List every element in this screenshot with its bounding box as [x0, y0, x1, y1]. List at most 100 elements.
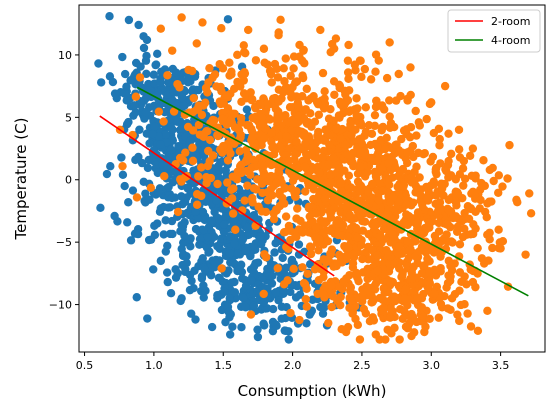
- scatter-point-series-0: [105, 12, 114, 21]
- scatter-point-series-1: [379, 303, 388, 313]
- scatter-point-series-1: [426, 181, 436, 190]
- scatter-point-series-0: [221, 317, 230, 327]
- scatter-point-series-1: [312, 209, 321, 218]
- scatter-point-series-0: [162, 268, 172, 277]
- scatter-point-series-1: [435, 134, 444, 144]
- scatter-point-series-1: [258, 188, 267, 198]
- scatter-point-series-0: [120, 89, 129, 98]
- scatter-point-series-1: [357, 240, 366, 250]
- scatter-point-series-1: [351, 270, 361, 279]
- scatter-point-series-0: [163, 277, 172, 287]
- scatter-point-series-1: [393, 249, 403, 258]
- scatter-point-series-1: [366, 75, 376, 84]
- scatter-point-series-1: [217, 264, 226, 273]
- scatter-point-series-0: [106, 162, 115, 171]
- scatter-point-series-0: [141, 189, 150, 198]
- scatter-point-series-0: [166, 145, 176, 155]
- scatter-point-series-0: [207, 216, 216, 225]
- scatter-point-series-0: [249, 210, 259, 220]
- scatter-point-series-1: [436, 252, 445, 261]
- scatter-point-series-0: [140, 114, 149, 123]
- scatter-point-series-1: [384, 211, 393, 220]
- scatter-point-series-1: [210, 70, 220, 79]
- scatter-point-series-1: [237, 97, 246, 106]
- scatter-point-series-1: [371, 102, 381, 112]
- scatter-point-series-1: [267, 128, 277, 138]
- scatter-point-series-1: [257, 207, 267, 216]
- scatter-point-series-1: [367, 129, 377, 139]
- scatter-point-series-1: [453, 189, 463, 199]
- scatter-point-series-1: [197, 110, 207, 120]
- scatter-point-series-1: [300, 162, 310, 172]
- scatter-point-series-1: [203, 161, 212, 171]
- scatter-point-series-1: [385, 313, 395, 322]
- scatter-point-series-1: [407, 274, 417, 283]
- scatter-point-series-1: [393, 182, 402, 191]
- scatter-point-series-1: [229, 84, 239, 93]
- scatter-point-series-1: [385, 96, 394, 105]
- scatter-point-series-1: [358, 254, 367, 264]
- scatter-point-series-0: [305, 310, 314, 319]
- scatter-point-series-0: [199, 293, 208, 302]
- x-axis-ticks: 0.5 1.0 1.5 2.0 2.5 3.0 3.5: [76, 352, 510, 372]
- scatter-point-series-1: [248, 95, 257, 104]
- scatter-point-series-1: [336, 134, 345, 143]
- scatter-point-series-1: [260, 161, 269, 170]
- scatter-point-series-1: [417, 303, 427, 312]
- scatter-point-series-1: [353, 169, 363, 178]
- scatter-point-series-0: [165, 229, 175, 239]
- scatter-point-series-0: [189, 283, 198, 293]
- scatter-point-series-1: [163, 71, 172, 80]
- scatter-point-series-0: [191, 315, 200, 324]
- scatter-point-series-0: [194, 85, 203, 95]
- scatter-point-series-1: [436, 159, 445, 168]
- scatter-point-series-1: [290, 119, 299, 128]
- scatter-point-series-1: [223, 156, 233, 165]
- scatter-point-series-1: [233, 167, 242, 176]
- scatter-point-series-1: [357, 139, 367, 148]
- scatter-point-series-1: [434, 218, 444, 228]
- scatter-point-series-1: [342, 202, 351, 211]
- scatter-point-series-1: [131, 92, 141, 101]
- scatter-point-series-1: [316, 25, 325, 35]
- scatter-point-series-1: [280, 183, 290, 193]
- scatter-point-series-1: [403, 148, 412, 157]
- scatter-point-series-0: [174, 141, 183, 151]
- scatter-point-series-1: [379, 269, 389, 279]
- scatter-point-series-1: [459, 181, 468, 190]
- x-tick-label: 3.5: [492, 359, 510, 372]
- scatter-point-series-1: [341, 252, 351, 261]
- scatter-point-series-1: [118, 161, 127, 171]
- scatter-point-series-0: [215, 273, 224, 283]
- scatter-point-series-1: [494, 188, 503, 197]
- scatter-point-series-0: [171, 273, 181, 282]
- scatter-point-series-0: [143, 163, 153, 173]
- scatter-point-series-0: [152, 160, 161, 169]
- scatter-point-series-1: [400, 294, 410, 303]
- scatter-point-series-1: [267, 191, 277, 200]
- scatter-point-series-1: [485, 235, 494, 244]
- scatter-point-series-1: [287, 126, 296, 135]
- scatter-point-series-1: [154, 107, 164, 116]
- scatter-point-series-1: [315, 168, 324, 178]
- scatter-point-series-0: [179, 101, 189, 110]
- scatter-point-series-1: [288, 176, 298, 185]
- scatter-point-series-1: [312, 98, 322, 107]
- scatter-point-series-0: [191, 207, 201, 216]
- scatter-point-series-0: [238, 235, 248, 244]
- scatter-point-series-1: [338, 220, 348, 230]
- scatter-point-series-1: [348, 309, 357, 318]
- scatter-point-series-1: [301, 105, 310, 114]
- scatter-point-series-1: [406, 63, 415, 72]
- scatter-point-series-1: [231, 225, 240, 234]
- scatter-point-series-1: [224, 197, 233, 206]
- scatter-point-series-0: [302, 319, 311, 328]
- y-tick-label: −10: [49, 299, 72, 312]
- scatter-point-series-0: [237, 323, 246, 332]
- scatter-point-series-1: [453, 222, 463, 231]
- legend-label-2-room: 2-room: [491, 15, 530, 28]
- scatter-point-series-1: [241, 48, 250, 58]
- scatter-point-series-1: [422, 114, 431, 124]
- scatter-point-series-1: [385, 112, 394, 121]
- scatter-point-series-0: [282, 263, 291, 272]
